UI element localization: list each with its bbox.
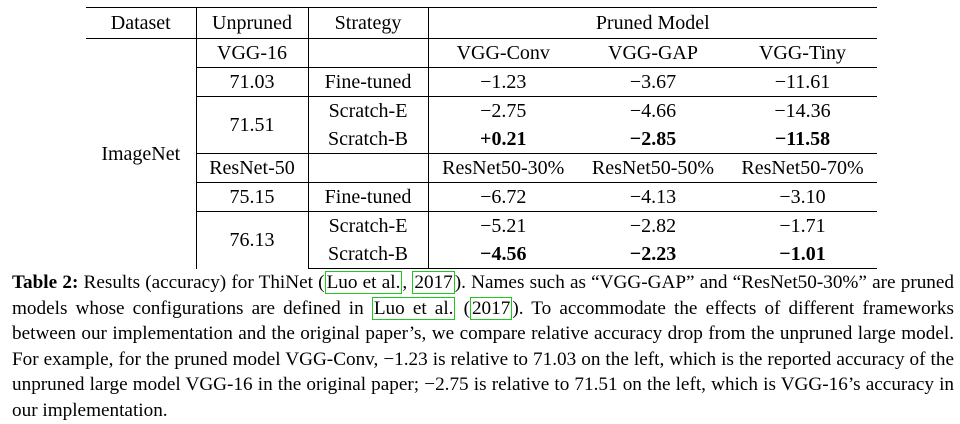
pruned-model-name: VGG-Conv xyxy=(428,38,578,68)
dataset-cell: ImageNet xyxy=(86,38,197,269)
results-table: Dataset Unpruned Strategy Pruned Model I… xyxy=(86,7,878,269)
citation-link-author[interactable]: Luo et al. xyxy=(324,271,403,294)
header-strategy: Strategy xyxy=(308,7,429,39)
table-row: ImageNet VGG-16 VGG-Conv VGG-GAP VGG-Tin… xyxy=(86,38,878,269)
value-cell-best: −2.23 xyxy=(578,240,728,269)
value-cell: −14.36 xyxy=(774,100,831,122)
table-row: ResNet-50 ResNet50-30% ResNet50-50% ResN… xyxy=(86,153,878,183)
table-row: Scratch-B +0.21 −2.85 −11.58 xyxy=(86,125,878,154)
value-cell: −4.66 xyxy=(629,100,677,122)
pruned-model-name: ResNet50-50% xyxy=(578,153,728,183)
value-cell-best: −4.56 xyxy=(428,240,578,269)
strategy-empty-cell xyxy=(308,38,429,68)
caption-text: Results (accuracy) for ThiNet ( xyxy=(78,272,325,293)
strategy-cell: Scratch-E xyxy=(308,211,429,240)
citation-link-year[interactable]: 2017 xyxy=(412,271,455,294)
caption-text: ( xyxy=(455,297,470,319)
caption-label: Table 2: xyxy=(12,272,79,293)
table-caption: Table 2: Results (accuracy) for ThiNet (… xyxy=(12,270,954,424)
strategy-cell: Fine-tuned xyxy=(308,67,429,97)
pruned-model-name: ResNet50-70% xyxy=(728,153,878,183)
table-header-row: Dataset Unpruned Strategy Pruned Model xyxy=(86,7,878,39)
value-cell: −3.67 xyxy=(578,67,728,97)
unpruned-accuracy: 71.03 xyxy=(196,67,309,97)
table-row: 71.03 Fine-tuned −1.23 −3.67 −11.61 xyxy=(86,67,878,97)
value-cell: −4.13 xyxy=(578,182,728,212)
unpruned-accuracy: 76.13 xyxy=(196,211,309,269)
value-cell: −11.61 xyxy=(728,67,878,97)
value-cell: −5.21 xyxy=(480,215,527,237)
table-row: 75.15 Fine-tuned −6.72 −4.13 −3.10 xyxy=(86,182,878,212)
value-cell: −2.82 xyxy=(629,215,677,237)
value-cell-best: +0.21 xyxy=(428,125,578,154)
value-cell: −6.72 xyxy=(428,182,578,212)
strategy-empty-cell xyxy=(308,153,429,183)
citation-link-author[interactable]: Luo et al. xyxy=(371,296,456,320)
value-cell-best: −1.01 xyxy=(728,240,878,269)
strategy-cell: Fine-tuned xyxy=(308,182,429,212)
value-cell-best: −2.85 xyxy=(578,125,728,154)
unpruned-accuracy: 75.15 xyxy=(196,182,309,212)
header-unpruned: Unpruned xyxy=(196,7,309,39)
strategy-cell: Scratch-B xyxy=(308,240,429,269)
caption-text: ). Names such as “VGG-GAP” and “ResNet50… xyxy=(12,272,955,319)
unpruned-model-vgg: VGG-16 xyxy=(196,38,309,68)
value-cell-best: −11.58 xyxy=(728,125,878,154)
citation-link-year[interactable]: 2017 xyxy=(469,296,513,320)
strategy-cell: Scratch-B xyxy=(308,125,429,154)
unpruned-model-resnet: ResNet-50 xyxy=(196,153,309,183)
pruned-model-name: ResNet50-30% xyxy=(428,153,578,183)
value-cell: −1.23 xyxy=(428,67,578,97)
table-row: Scratch-B −4.56 −2.23 −1.01 xyxy=(86,240,878,269)
strategy-cell: Scratch-E xyxy=(308,96,429,125)
value-cell: −2.75 xyxy=(480,100,527,122)
unpruned-accuracy: 71.51 xyxy=(196,96,309,154)
header-dataset: Dataset xyxy=(86,7,197,39)
pruned-model-name: VGG-GAP xyxy=(578,38,728,68)
caption-text: ). To accommodate the effects of differe… xyxy=(12,297,954,421)
header-pruned-model: Pruned Model xyxy=(428,7,878,39)
table-row: 76.13 Scratch-E −5.21 −2.82 −1.71 xyxy=(86,211,877,269)
table-row: 71.51 Scratch-E −2.75 −4.66 −14.36 xyxy=(86,96,877,154)
citation-separator: , xyxy=(402,272,413,293)
pruned-model-name: VGG-Tiny xyxy=(728,38,878,68)
value-cell: −3.10 xyxy=(728,182,878,212)
value-cell: −1.71 xyxy=(779,215,826,237)
results-table-container: Dataset Unpruned Strategy Pruned Model I… xyxy=(86,7,878,269)
